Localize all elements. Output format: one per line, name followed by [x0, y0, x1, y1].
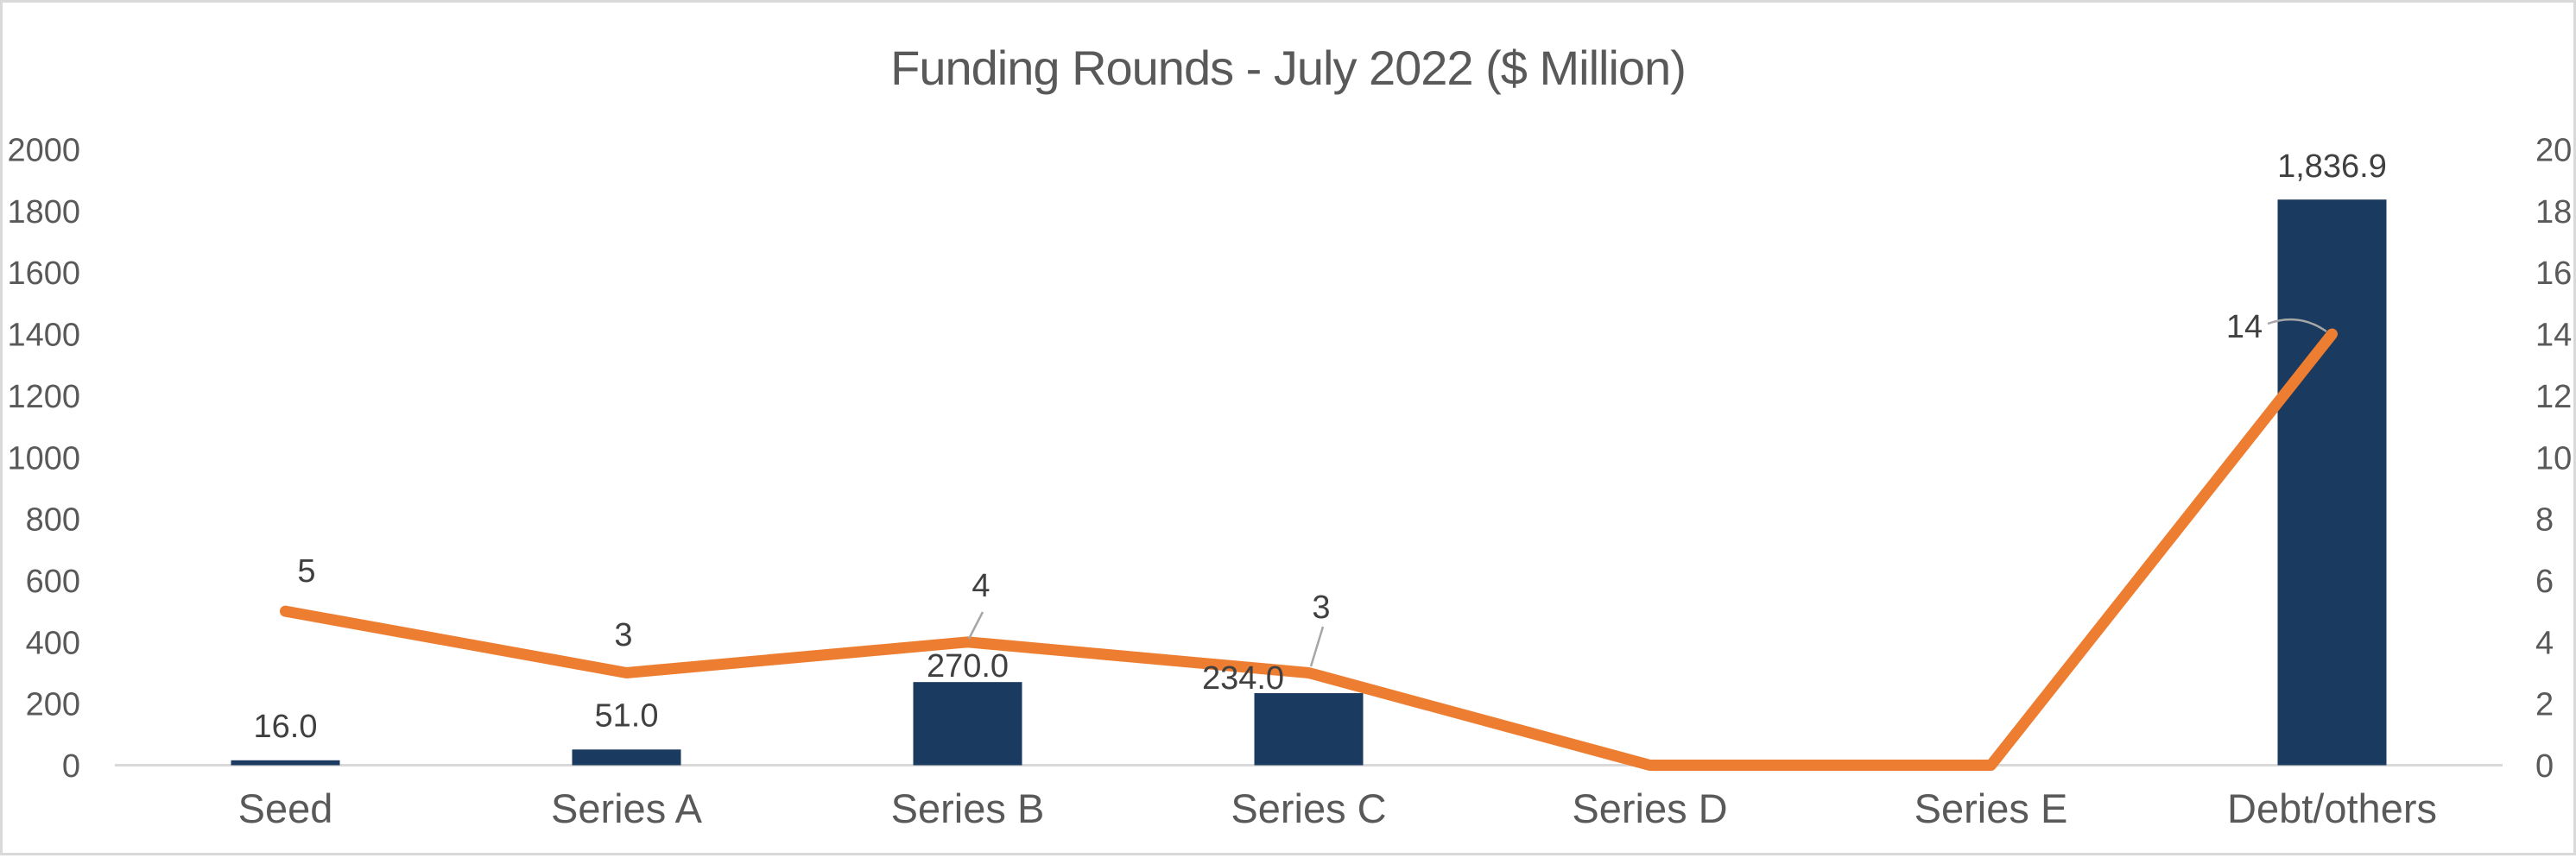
bar-series-a: [572, 749, 681, 766]
bar-value-label-series-c: 234.0: [1202, 660, 1284, 697]
left-axis-tick: 600: [26, 564, 80, 600]
bar-series-c: [1254, 693, 1364, 766]
left-axis-tick: 0: [62, 748, 80, 785]
bar-seed: [231, 760, 340, 766]
leader-line-debt-others: [2267, 318, 2327, 333]
right-axis-tick: 0: [2535, 748, 2554, 785]
line-value-label-series-b: 4: [972, 568, 990, 604]
line-value-label-series-c: 3: [1312, 590, 1330, 626]
left-axis-tick: 1800: [7, 194, 80, 230]
right-axis-tick: 2: [2535, 687, 2554, 723]
bar-value-label-seed: 16.0: [254, 709, 318, 745]
category-label-series-b: Series B: [891, 785, 1045, 831]
bar-value-label-series-a: 51.0: [595, 697, 659, 734]
right-axis-tick: 6: [2535, 564, 2554, 600]
right-axis-tick: 8: [2535, 502, 2554, 539]
leader-line-series-b: [967, 611, 984, 640]
left-axis-tick: 1200: [7, 379, 80, 415]
right-axis-tick: 18: [2535, 194, 2572, 230]
line-value-label-series-a: 3: [614, 617, 632, 653]
left-axis-tick: 200: [26, 687, 80, 723]
right-axis-tick: 14: [2535, 318, 2572, 354]
category-label-series-c: Series C: [1231, 785, 1386, 831]
left-axis-tick: 1400: [7, 318, 80, 354]
right-axis-tick: 12: [2535, 379, 2572, 415]
leader-line-series-c: [1309, 626, 1325, 667]
category-label-series-d: Series D: [1572, 785, 1727, 831]
chart-title: Funding Rounds - July 2022 ($ Million): [890, 41, 1687, 95]
category-label-series-e: Series E: [1915, 785, 2068, 831]
plot-area: 0 200 400 600 800 1000 1200 1400 1600 1800 2000 0 2 4…: [7, 133, 2572, 832]
left-axis-tick: 400: [26, 625, 80, 661]
bar-debt-others: [2277, 199, 2387, 766]
bar-value-label-debt-others: 1,836.9: [2277, 148, 2387, 185]
right-axis-tick: 4: [2535, 625, 2554, 661]
deals-line: [280, 328, 2338, 771]
right-axis-tick: 20: [2535, 133, 2572, 169]
right-axis-tick: 10: [2535, 440, 2572, 476]
left-axis-tick: 1600: [7, 256, 80, 292]
bar-value-label-series-b: 270.0: [927, 648, 1009, 685]
line-value-label-debt-others: 14: [2226, 309, 2263, 345]
line-value-label-seed: 5: [297, 553, 315, 590]
left-axis-tick: 800: [26, 502, 80, 539]
category-label-series-a: Series A: [551, 785, 703, 831]
category-label-seed: Seed: [238, 785, 333, 831]
left-axis-tick: 1000: [7, 440, 80, 476]
category-label-debt-others: Debt/others: [2227, 785, 2437, 831]
left-axis-tick: 2000: [7, 133, 80, 169]
bar-series-b: [913, 682, 1022, 766]
right-axis-tick: 16: [2535, 256, 2572, 292]
